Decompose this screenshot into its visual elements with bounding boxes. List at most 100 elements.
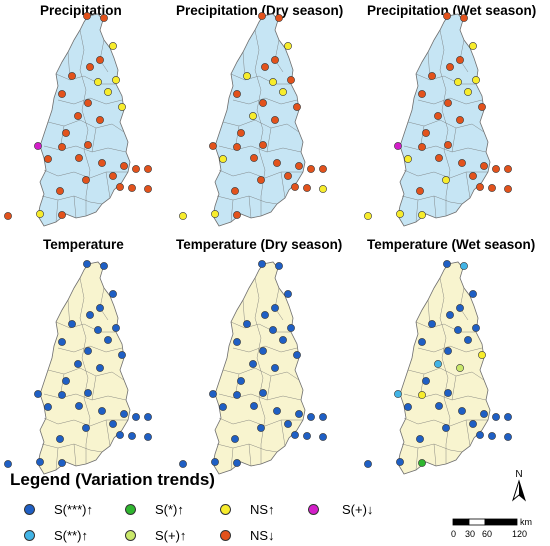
subbasin-boundary (230, 321, 291, 333)
subbasin-boundary (222, 367, 300, 381)
station-marker (75, 154, 83, 162)
panel-title-temperature-wet: Temperature (Wet season) (367, 237, 536, 252)
subbasin-boundary (232, 97, 298, 105)
legend-dot (24, 530, 35, 541)
station-marker (418, 211, 426, 219)
station-marker (144, 413, 152, 421)
station-marker (422, 377, 430, 385)
station-marker (56, 435, 64, 443)
station-marker (418, 338, 426, 346)
station-marker (96, 116, 104, 124)
station-marker (84, 141, 92, 149)
subbasin-boundary (57, 345, 123, 353)
station-marker (243, 320, 251, 328)
subbasin-boundary (230, 447, 234, 471)
subbasin-boundary (433, 443, 437, 467)
subbasin-boundary (73, 443, 77, 467)
station-marker (132, 413, 140, 421)
station-marker (504, 185, 512, 193)
station-marker (233, 211, 241, 219)
station-marker (303, 432, 311, 440)
station-marker (418, 90, 426, 98)
station-marker (446, 63, 454, 71)
station-marker (456, 304, 464, 312)
station-marker (104, 336, 112, 344)
station-marker (34, 142, 42, 150)
station-marker (275, 14, 283, 22)
station-marker (84, 99, 92, 107)
station-marker (257, 176, 265, 184)
subbasin-boundary (55, 199, 59, 223)
station-marker (128, 184, 136, 192)
station-marker (478, 351, 486, 359)
station-marker (128, 432, 136, 440)
map-panel (4, 12, 152, 227)
station-marker (144, 185, 152, 193)
subbasin-boundary (280, 171, 286, 199)
station-marker (109, 420, 117, 428)
station-marker (231, 435, 239, 443)
station-marker (144, 165, 152, 173)
station-marker (273, 159, 281, 167)
station-marker (284, 172, 292, 180)
subbasin-boundary (451, 375, 457, 401)
station-marker (249, 360, 257, 368)
station-marker (86, 311, 94, 319)
subbasin-boundary (266, 127, 272, 153)
station-marker (36, 458, 44, 466)
station-marker (271, 56, 279, 64)
station-marker (291, 431, 299, 439)
station-marker (443, 12, 451, 20)
station-marker (435, 402, 443, 410)
station-marker (74, 360, 82, 368)
station-marker (120, 162, 128, 170)
panel-title-precipitation-wet: Precipitation (Wet season) (367, 3, 537, 18)
station-marker (287, 76, 295, 84)
station-marker (303, 184, 311, 192)
station-marker (480, 410, 488, 418)
legend-title: Legend (Variation trends) (10, 470, 215, 489)
station-marker (84, 347, 92, 355)
station-marker (58, 211, 66, 219)
station-marker (273, 407, 281, 415)
station-marker (258, 12, 266, 20)
panel-title-precipitation: Precipitation (40, 3, 122, 18)
legend-dot (220, 530, 231, 541)
station-marker (209, 142, 217, 150)
subbasin-boundary (403, 417, 488, 427)
station-marker (488, 432, 496, 440)
station-marker (446, 311, 454, 319)
station-marker (58, 338, 66, 346)
station-marker (112, 324, 120, 332)
scale-tick-30: 30 (465, 529, 476, 539)
station-marker (56, 187, 64, 195)
station-marker (319, 433, 327, 441)
subbasin-boundary (403, 169, 488, 179)
station-marker (68, 320, 76, 328)
station-marker (284, 420, 292, 428)
station-marker (62, 377, 70, 385)
station-marker (94, 326, 102, 334)
station-marker (118, 103, 126, 111)
station-marker (82, 176, 90, 184)
station-marker (259, 99, 267, 107)
subbasin-boundary (43, 169, 128, 179)
map-panel (364, 260, 512, 475)
north-label: N (515, 469, 522, 480)
scale-tick-60: 60 (482, 529, 493, 539)
station-marker (284, 290, 292, 298)
station-marker (291, 183, 299, 191)
station-marker (58, 90, 66, 98)
station-marker (233, 143, 241, 151)
station-marker (4, 212, 12, 220)
subbasin-boundary (465, 419, 471, 447)
legend-dot (220, 504, 231, 515)
station-marker (469, 290, 477, 298)
station-marker (132, 165, 140, 173)
station-marker (237, 129, 245, 137)
station-marker (456, 56, 464, 64)
subbasin-boundary (415, 321, 476, 333)
subbasin-boundary (407, 119, 485, 133)
station-marker (454, 326, 462, 334)
subbasin-boundary (55, 321, 116, 333)
